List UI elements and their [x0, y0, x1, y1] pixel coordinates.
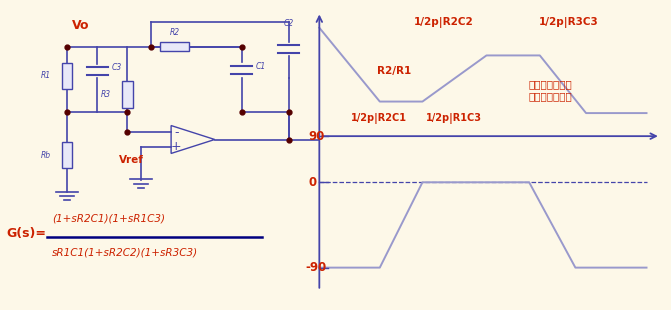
Text: 1/2p|R3C3: 1/2p|R3C3 [538, 17, 598, 29]
Text: Vo: Vo [72, 20, 90, 33]
Text: (1+sR2C1)(1+sR1C3): (1+sR2C1)(1+sR1C3) [52, 214, 165, 224]
Bar [62, 63, 72, 89]
Text: 适用于传递函数
有双极点的补償: 适用于传递函数 有双极点的补償 [529, 79, 572, 101]
Text: 1/2p|R2C2: 1/2p|R2C2 [414, 17, 474, 29]
Text: G(s)=: G(s)= [7, 227, 47, 240]
Text: -90: -90 [305, 261, 326, 274]
Text: R1: R1 [41, 71, 51, 81]
Text: +: + [171, 140, 181, 153]
Text: 1/2p|R2C1: 1/2p|R2C1 [352, 113, 407, 124]
Text: 0: 0 [309, 176, 317, 189]
Text: R2/R1: R2/R1 [377, 66, 411, 76]
Text: C2: C2 [283, 19, 294, 28]
Text: R2: R2 [169, 28, 180, 37]
Text: Rb: Rb [41, 150, 51, 160]
Text: -: - [174, 126, 178, 139]
Bar [62, 142, 72, 168]
Text: C3: C3 [111, 63, 121, 72]
Text: 90: 90 [309, 130, 325, 143]
Text: sR1C1(1+sR2C2)(1+sR3C3): sR1C1(1+sR2C2)(1+sR3C3) [52, 248, 198, 258]
Text: C1: C1 [256, 62, 266, 71]
Text: Vref: Vref [119, 155, 144, 165]
Text: R3: R3 [101, 90, 111, 99]
Text: 1/2p|R1C3: 1/2p|R1C3 [426, 113, 482, 124]
Bar [160, 42, 189, 51]
Bar [122, 81, 133, 108]
